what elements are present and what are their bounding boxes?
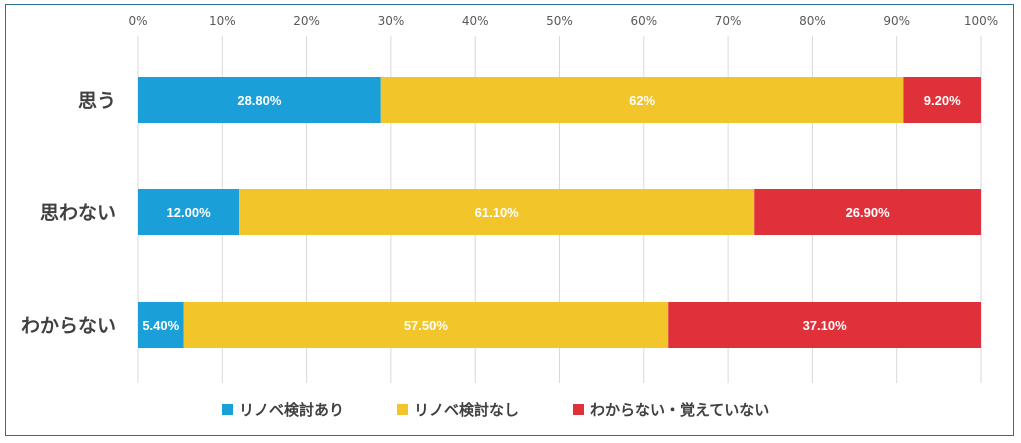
bar-segment <box>183 302 669 348</box>
data-label: 5.40% <box>142 318 179 333</box>
bar-segment <box>668 302 981 348</box>
bar-segment <box>903 77 981 123</box>
data-label: 9.20% <box>924 93 961 108</box>
x-tick-label: 80% <box>799 14 826 28</box>
x-tick-label: 20% <box>293 14 320 28</box>
category-label: 思う <box>78 90 116 112</box>
legend-label: リノベ検討なし <box>414 401 519 419</box>
bar-segment <box>380 77 904 123</box>
x-tick-label: 90% <box>883 14 910 28</box>
category-label: わからない <box>21 315 116 337</box>
x-tick-label: 0% <box>128 14 147 28</box>
legend-swatch <box>222 404 233 415</box>
bar-segment <box>239 189 755 235</box>
category-label: 思わない <box>40 202 116 224</box>
data-label: 26.90% <box>846 205 891 220</box>
legend-swatch <box>573 404 584 415</box>
bar-segment <box>138 302 184 348</box>
legend-swatch <box>397 404 408 415</box>
x-tick-label: 30% <box>378 14 405 28</box>
data-label: 57.50% <box>404 318 449 333</box>
data-label: 37.10% <box>803 318 848 333</box>
x-tick-label: 50% <box>546 14 573 28</box>
data-label: 62% <box>629 93 655 108</box>
x-tick-label: 100% <box>964 14 998 28</box>
x-tick-label: 70% <box>715 14 742 28</box>
legend-label: リノベ検討あり <box>239 401 344 419</box>
bar-segment <box>754 189 981 235</box>
data-label: 28.80% <box>237 93 282 108</box>
bar-segment <box>138 189 240 235</box>
legend-label: わからない・覚えていない <box>590 401 769 419</box>
data-label: 12.00% <box>167 205 212 220</box>
x-tick-label: 60% <box>630 14 657 28</box>
x-tick-label: 40% <box>462 14 489 28</box>
bar-segment <box>138 77 381 123</box>
data-label: 61.10% <box>475 205 520 220</box>
x-tick-label: 10% <box>209 14 236 28</box>
